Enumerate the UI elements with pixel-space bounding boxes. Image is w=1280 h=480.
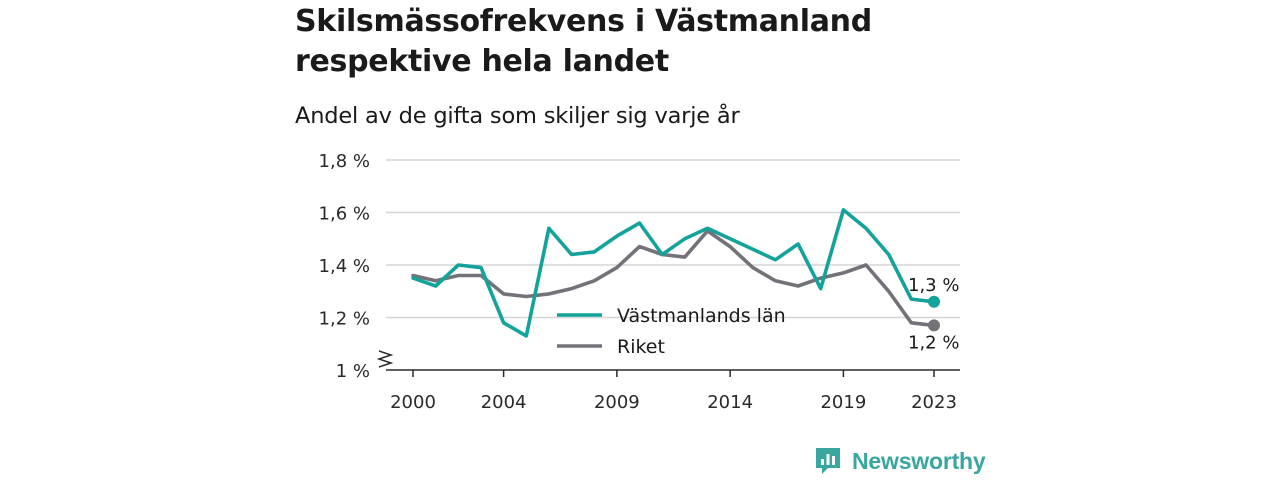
x-tick-label: 2004 bbox=[481, 392, 527, 413]
end-labels: 1,3 % 1,2 % bbox=[908, 275, 959, 354]
y-axis-labels: 1 % 1,2 % 1,4 % 1,6 % 1,8 % bbox=[319, 151, 394, 382]
axis-break-icon bbox=[376, 350, 394, 368]
legend-label: Riket bbox=[617, 336, 665, 358]
x-tick-label: 2019 bbox=[820, 392, 866, 413]
newsworthy-logo-icon bbox=[816, 448, 840, 474]
chart-title: Skilsmässofrekvens i Västmanland respekt… bbox=[295, 4, 872, 79]
series-end-point bbox=[928, 295, 940, 308]
y-tick-label: 1 % bbox=[336, 361, 370, 382]
y-tick-label: 1,2 % bbox=[319, 309, 370, 330]
newsworthy-logo: Newsworthy bbox=[814, 446, 986, 476]
series-lines bbox=[411, 208, 940, 338]
y-tick-label: 1,4 % bbox=[319, 256, 370, 277]
y-tick-label: 1,8 % bbox=[319, 151, 370, 172]
x-tick-label: 2000 bbox=[390, 392, 436, 413]
x-tick-label: 2009 bbox=[594, 392, 640, 413]
brand-name: Newsworthy bbox=[852, 447, 986, 474]
x-tick-label: 2014 bbox=[707, 392, 753, 413]
x-tick-label: 2023 bbox=[911, 392, 957, 413]
end-label: 1,2 % bbox=[908, 332, 959, 353]
series-line bbox=[411, 229, 936, 328]
y-tick-label: 1,6 % bbox=[319, 204, 370, 225]
end-label: 1,3 % bbox=[908, 275, 959, 296]
x-axis: 2000 2004 2009 2014 2019 2023 bbox=[386, 369, 960, 413]
series-end-point bbox=[928, 319, 940, 332]
series-line bbox=[411, 208, 936, 338]
legend: Västmanlands län Riket bbox=[557, 305, 786, 358]
chart-subtitle: Andel av de gifta som skiljer sig varje … bbox=[295, 103, 740, 129]
line-chart: 1 % 1,2 % 1,4 % 1,6 % 1,8 % 2000 2004 2009 2014… bbox=[319, 151, 960, 413]
grid-lines bbox=[386, 159, 960, 319]
legend-label: Västmanlands län bbox=[617, 305, 786, 327]
